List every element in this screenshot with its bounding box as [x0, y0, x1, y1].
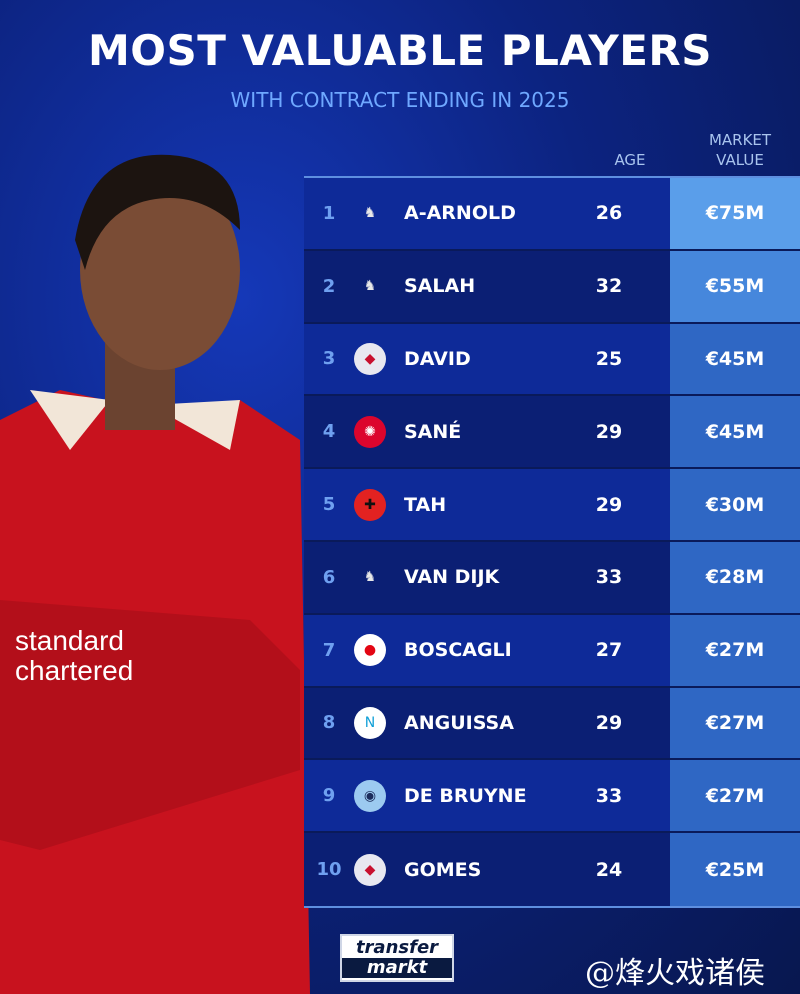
player-age: 29 — [595, 420, 623, 443]
liverpool-crest-icon: ♞ — [363, 278, 377, 295]
rank: 7 — [322, 639, 336, 661]
player-age: 33 — [595, 784, 623, 807]
player-name: SANÉ — [404, 420, 462, 443]
market-value: €25M — [670, 833, 800, 906]
rank: 8 — [322, 712, 336, 734]
market-value: €27M — [670, 760, 800, 832]
table-row: 6 ♞ VAN DIJK 33 €28M — [304, 541, 800, 615]
rank: 6 — [322, 566, 336, 588]
table-row: 3 ◆ DAVID 25 €45M — [304, 323, 800, 397]
rank: 5 — [322, 494, 336, 516]
rank: 9 — [322, 785, 336, 807]
table-row: 2 ♞ SALAH 32 €55M — [304, 250, 800, 324]
svg-text:standard: standard — [15, 625, 124, 656]
player-age: 29 — [595, 493, 623, 516]
player-age: 33 — [595, 566, 623, 589]
page-title: MOST VALUABLE PLAYERS — [87, 26, 713, 75]
player-age: 24 — [595, 858, 623, 881]
player-age: 26 — [595, 202, 623, 225]
player-age: 32 — [595, 275, 623, 298]
napoli-crest-icon: N — [354, 706, 386, 739]
player-photo: standard chartered — [0, 154, 310, 994]
logo-line1: transfer — [355, 937, 439, 958]
man-city-crest-icon: ◉ — [354, 779, 386, 812]
liverpool-crest-icon: ♞ — [363, 205, 377, 222]
player-name: TAH — [404, 493, 447, 516]
table-row: 1 ♞ A-ARNOLD 26 €75M — [304, 178, 800, 251]
rank: 1 — [322, 202, 336, 224]
player-age: 27 — [595, 639, 623, 662]
page-subtitle: WITH CONTRACT ENDING IN 2025 — [230, 88, 570, 112]
table-row: 8 N ANGUISSA 29 €27M — [304, 687, 800, 761]
table-row: 5 ✚ TAH 29 €30M — [304, 469, 800, 542]
transfermarkt-logo: transfer markt — [340, 934, 454, 982]
market-value-header-line1: MARKET — [708, 131, 772, 149]
market-value: €45M — [670, 396, 800, 468]
lille-crest-icon: ◆ — [354, 853, 386, 886]
rank: 4 — [322, 421, 336, 443]
player-age: 29 — [595, 711, 623, 734]
liverpool-crest-icon: ♞ — [363, 569, 377, 586]
player-name: BOSCAGLI — [404, 639, 512, 662]
player-name: GOMES — [404, 858, 482, 881]
player-name: VAN DIJK — [404, 566, 500, 589]
market-value: €27M — [670, 687, 800, 759]
player-age: 25 — [595, 347, 623, 370]
table-row: 4 ✺ SANÉ 29 €45M — [304, 396, 800, 470]
table-row: 9 ◉ DE BRUYNE 33 €27M — [304, 760, 800, 834]
market-value: €55M — [670, 250, 800, 322]
watermark: @烽火戏诸侯 — [585, 956, 765, 991]
player-name: SALAH — [404, 275, 476, 298]
player-name: DAVID — [404, 347, 471, 370]
logo-line2: markt — [342, 958, 452, 978]
bayern-crest-icon: ✺ — [354, 415, 386, 448]
market-value: €45M — [670, 323, 800, 395]
rank: 3 — [322, 348, 336, 370]
table-row: 7 ● BOSCAGLI 27 €27M — [304, 614, 800, 688]
age-column-header: AGE — [614, 151, 646, 169]
svg-text:chartered: chartered — [15, 655, 133, 686]
lille-crest-icon: ◆ — [354, 342, 386, 375]
rank: 2 — [322, 275, 336, 297]
leverkusen-crest-icon: ✚ — [354, 488, 386, 521]
market-value: €27M — [670, 614, 800, 686]
player-name: A-ARNOLD — [404, 202, 516, 225]
psv-crest-icon: ● — [354, 634, 386, 667]
market-value: €30M — [670, 469, 800, 540]
market-value: €28M — [670, 541, 800, 613]
player-name: DE BRUYNE — [404, 784, 527, 807]
market-value-column-header: MARKET VALUE — [690, 130, 790, 170]
player-name: ANGUISSA — [404, 711, 514, 734]
table-row: 10 ◆ GOMES 24 €25M — [304, 833, 800, 906]
rank: 10 — [316, 859, 342, 881]
players-table: 1 ♞ A-ARNOLD 26 €75M 2 ♞ SALAH 32 €55M 3 ◆… — [304, 176, 800, 908]
market-value-header-line2: VALUE — [716, 151, 764, 169]
market-value: €75M — [670, 178, 800, 249]
